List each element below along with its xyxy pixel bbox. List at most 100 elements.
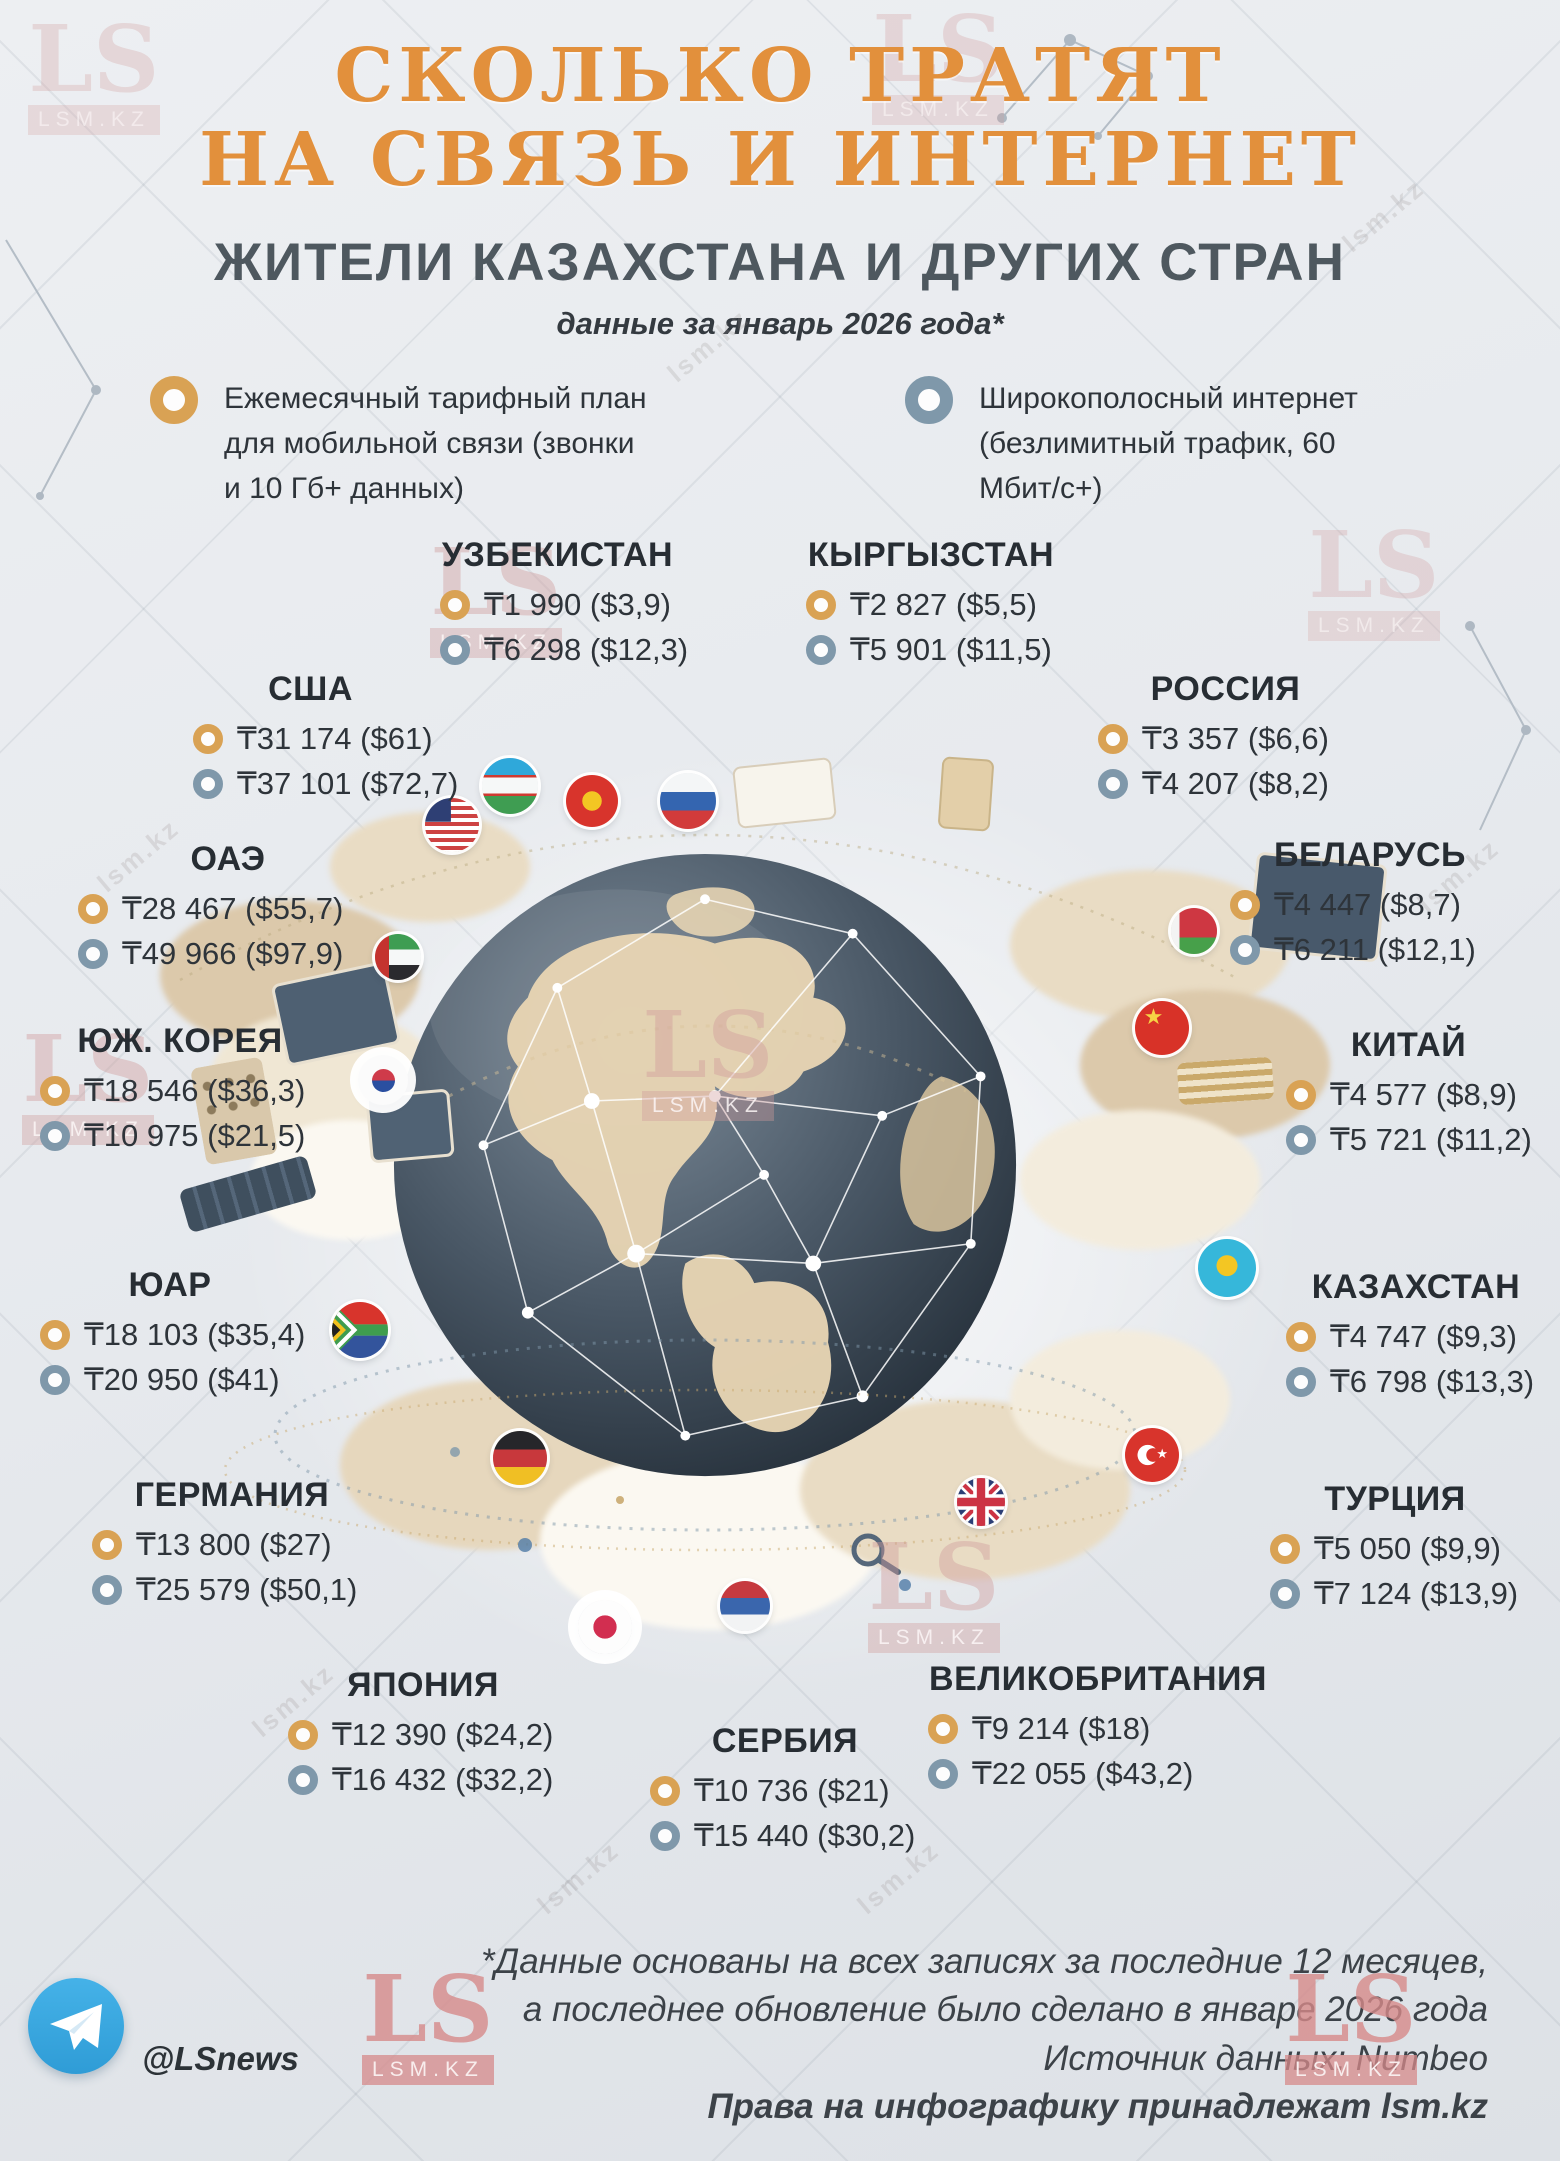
blue-ring-icon (650, 1821, 680, 1851)
country-card-uk: ВЕЛИКОБРИТАНИЯ ₸9 214 ($18) ₸22 055 ($43… (928, 1660, 1268, 1801)
cloud-illustration (1010, 1330, 1230, 1470)
page-title-line1: СКОЛЬКО ТРАТЯТ (334, 33, 1226, 119)
blue-ring-icon (905, 376, 953, 424)
country-name: СЕРБИЯ (711, 1722, 859, 1760)
ls-watermark: LS LSM.KZ (362, 1963, 494, 2086)
ls-watermark: LS LSM.KZ (872, 3, 1004, 126)
broadband-value: ₸37 101 ($72,7) (237, 766, 459, 801)
mobile-value: ₸31 174 ($61) (237, 721, 433, 756)
blue-ring-icon (193, 769, 223, 799)
blue-ring-icon (40, 1121, 70, 1151)
flag-south-africa-icon (332, 1302, 388, 1358)
flag-usa-icon (425, 798, 479, 852)
blue-ring-icon (288, 1765, 318, 1795)
constellation-decor (1465, 621, 1531, 831)
cloud-illustration (1020, 1110, 1260, 1250)
mobile-value: ₸10 736 ($21) (694, 1773, 890, 1808)
country-name: УЗБЕКИСТАН (441, 536, 674, 574)
orange-ring-icon (1230, 890, 1260, 920)
mobile-value: ₸4 447 ($8,7) (1274, 887, 1461, 922)
page-subtitle: ЖИТЕЛИ КАЗАХСТАНА И ДРУГИХ СТРАН (214, 233, 1346, 292)
diagonal-watermark: lsm.kz (531, 1834, 626, 1920)
broadband-value: ₸49 966 ($97,9) (122, 936, 344, 971)
ls-logo: LS (28, 5, 160, 113)
country-name: ТУРЦИЯ (1324, 1480, 1466, 1518)
blue-ring-icon (1098, 769, 1128, 799)
date-note: данные за январь 2026 года* (556, 306, 1004, 341)
mobile-value: ₸18 103 ($35,4) (84, 1317, 306, 1352)
country-name: США (268, 670, 353, 708)
country-card-south-korea: ЮЖ. КОРЕЯ ₸18 546 ($36,3) ₸10 975 ($21,5… (40, 1022, 320, 1163)
legend-broadband-label: Широкополосный интернет (безлимитный тра… (979, 382, 1358, 505)
orange-ring-icon (40, 1076, 70, 1106)
blue-ring-icon (1286, 1367, 1316, 1397)
legend-mobile: Ежемесячный тарифный план для мобильной … (150, 376, 654, 511)
flag-uae-icon (375, 934, 421, 980)
flag-japan-icon (578, 1600, 632, 1654)
flag-south-korea-icon (358, 1055, 408, 1105)
broadband-value: ₸4 207 ($8,2) (1142, 766, 1329, 801)
country-name: РОССИЯ (1150, 670, 1301, 708)
orange-ring-icon (806, 590, 836, 620)
mobile-value: ₸3 357 ($6,6) (1142, 721, 1329, 756)
telegram-icon[interactable] (28, 1978, 124, 2074)
mobile-value: ₸1 990 ($3,9) (484, 587, 671, 622)
country-card-russia: РОССИЯ ₸3 357 ($6,6) ₸4 207 ($8,2) (1098, 670, 1353, 811)
ls-watermark: LS LSM.KZ (28, 5, 160, 136)
mobile-value: ₸5 050 ($9,9) (1314, 1531, 1501, 1566)
broadband-value: ₸16 432 ($32,2) (332, 1762, 554, 1797)
footnote-line2: а последнее обновление было сделано в ян… (522, 1990, 1488, 2030)
blue-ring-icon (78, 939, 108, 969)
mobile-value: ₸18 546 ($36,3) (84, 1073, 306, 1108)
ls-watermark: LS LSM.KZ (642, 999, 774, 1122)
flag-turkey-icon (1125, 1428, 1179, 1482)
broadband-value: ₸10 975 ($21,5) (84, 1118, 306, 1153)
ls-logo-caption: LSM.KZ (28, 105, 160, 136)
orange-ring-icon (1286, 1322, 1316, 1352)
mobile-value: ₸2 827 ($5,5) (850, 587, 1037, 622)
mobile-value: ₸28 467 ($55,7) (122, 891, 344, 926)
flag-china-icon (1135, 1001, 1189, 1055)
country-card-uae: ОАЭ ₸28 467 ($55,7) ₸49 966 ($97,9) (78, 840, 378, 981)
country-name: ГЕРМАНИЯ (134, 1476, 330, 1514)
orange-ring-icon (1270, 1534, 1300, 1564)
clipboard-illustration (937, 756, 995, 832)
broadband-value: ₸25 579 ($50,1) (136, 1572, 358, 1607)
blue-ring-icon (1230, 935, 1260, 965)
orange-ring-icon (928, 1714, 958, 1744)
blue-ring-icon (806, 635, 836, 665)
country-name: ЮАР (128, 1266, 212, 1304)
country-name: ЯПОНИЯ (347, 1666, 499, 1704)
flag-kyrgyzstan-icon (566, 775, 618, 827)
ls-watermark: LS LSM.KZ (1285, 1963, 1417, 2086)
country-card-china: КИТАЙ ₸4 577 ($8,9) ₸5 721 ($11,2) (1286, 1026, 1532, 1167)
broadband-value: ₸15 440 ($30,2) (694, 1818, 916, 1853)
legend-mobile-label: Ежемесячный тарифный план для мобильной … (224, 382, 647, 505)
footnote: *Данные основаны на всех записях за посл… (338, 1938, 1488, 2131)
country-card-south-africa: ЮАР ₸18 103 ($35,4) ₸20 950 ($41) (40, 1266, 305, 1407)
flag-belarus-icon (1171, 908, 1217, 954)
mobile-value: ₸13 800 ($27) (136, 1527, 332, 1562)
broadband-value: ₸5 721 ($11,2) (1330, 1122, 1532, 1157)
broadband-value: ₸20 950 ($41) (84, 1362, 280, 1397)
broadband-value: ₸22 055 ($43,2) (972, 1756, 1194, 1791)
orange-ring-icon (150, 376, 198, 424)
broadband-value: ₸6 298 ($12,3) (484, 632, 689, 667)
telegram-handle[interactable]: @LSnews (142, 2040, 299, 2077)
ls-watermark: LS LSM.KZ (1308, 519, 1440, 642)
envelope-illustration (732, 756, 837, 830)
broadband-value: ₸5 901 ($11,5) (850, 632, 1052, 667)
broadband-value: ₸6 211 ($12,1) (1274, 932, 1476, 967)
ls-watermark: LS LSM.KZ (868, 1531, 1000, 1654)
country-name: КЫРГЫЗСТАН (807, 536, 1055, 574)
broadband-value: ₸6 798 ($13,3) (1330, 1364, 1535, 1399)
country-name: ОАЭ (190, 840, 266, 878)
flag-kazakhstan-icon (1198, 1239, 1256, 1297)
country-card-usa: США ₸31 174 ($61) ₸37 101 ($72,7) (193, 670, 458, 811)
blue-ring-icon (440, 635, 470, 665)
broadband-value: ₸7 124 ($13,9) (1314, 1576, 1519, 1611)
country-card-kyrgyzstan: КЫРГЫЗСТАН ₸2 827 ($5,5) ₸5 901 ($11,5) (806, 536, 1056, 677)
flag-uk-icon (957, 1478, 1005, 1526)
blue-ring-icon (1270, 1579, 1300, 1609)
country-card-japan: ЯПОНИЯ ₸12 390 ($24,2) ₸16 432 ($32,2) (288, 1666, 558, 1807)
